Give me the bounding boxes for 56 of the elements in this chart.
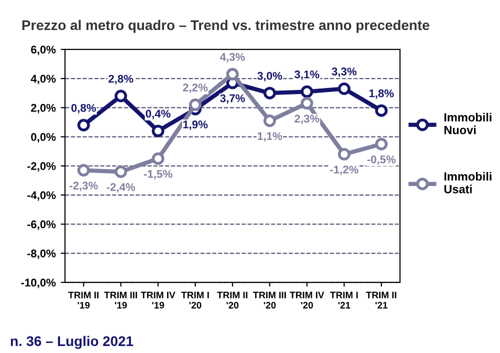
- point: [152, 152, 164, 165]
- point: [114, 90, 128, 102]
- point: [114, 165, 128, 178]
- point: [152, 124, 164, 138]
- data-label: -2,4%: [106, 183, 136, 193]
- point: [263, 114, 276, 128]
- x-tick-label: TRIM I '21: [330, 292, 358, 308]
- point: [338, 148, 350, 161]
- data-label: 2,3%: [294, 114, 320, 124]
- data-label: 2,8%: [108, 74, 134, 84]
- text: n. 36 – Luglio 2021: [10, 336, 134, 349]
- legend-label: Immobili Nuovi: [444, 112, 492, 134]
- y-tick-label: -6,0%: [27, 220, 56, 230]
- point: [77, 118, 90, 132]
- point: [338, 82, 350, 95]
- point: [375, 104, 388, 117]
- data-label: 1,9%: [183, 120, 208, 130]
- x-tick-label: TRIM III '19: [104, 292, 137, 309]
- x-tick-label: TRIM II '19: [68, 292, 98, 309]
- x-tick-label: TRIM IV '19: [140, 292, 176, 309]
- point: [77, 164, 90, 177]
- x-tick-label: TRIM III '20: [253, 292, 286, 309]
- data-label: 1,1%: [258, 132, 282, 142]
- legend-label: Immobili Usati: [444, 172, 492, 194]
- point: [375, 138, 388, 150]
- data-label: 3,0%: [257, 72, 282, 82]
- y-tick-label: 6,0%: [31, 46, 56, 56]
- y-tick-label: 2,0%: [31, 104, 56, 114]
- point: [300, 97, 314, 110]
- point: [226, 68, 239, 80]
- data-label: -1,2%: [330, 166, 358, 176]
- data-label: 0,8%: [71, 104, 96, 114]
- point: [189, 98, 202, 112]
- data-label: 1,8%: [369, 89, 394, 99]
- data-label: 3,7%: [220, 94, 245, 104]
- x-tick-label: TRIM II '20: [217, 292, 248, 309]
- data-label: -2,3%: [70, 182, 98, 192]
- point: [300, 85, 314, 98]
- x-tick-label: TRIM II '21: [366, 292, 396, 308]
- y-tick-label: -2,0%: [27, 162, 56, 172]
- y-tick-label: -4,0%: [27, 191, 56, 201]
- y-tick-label: -10,0%: [21, 278, 56, 288]
- data-label: 4,3%: [220, 53, 245, 62]
- data-label: -0,5%: [367, 155, 396, 165]
- y-tick-label: 0,0%: [31, 133, 56, 143]
- data-label: 3,3%: [332, 68, 357, 78]
- data-label: 0,4%: [146, 110, 170, 120]
- y-tick-label: -8,0%: [27, 250, 56, 260]
- data-label: 2,2%: [183, 84, 208, 94]
- chart-title: Prezzo al metro quadro – Trend vs. trimestre anno precedente: [22, 20, 430, 33]
- data-label: 3,1%: [294, 70, 320, 80]
- data-label: -1,5%: [144, 170, 172, 180]
- y-tick-label: 4,0%: [30, 74, 56, 84]
- point: [263, 86, 276, 100]
- x-tick-label: TRIM I '20: [181, 292, 209, 309]
- x-tick-label: TRIM IV '20: [290, 292, 324, 309]
